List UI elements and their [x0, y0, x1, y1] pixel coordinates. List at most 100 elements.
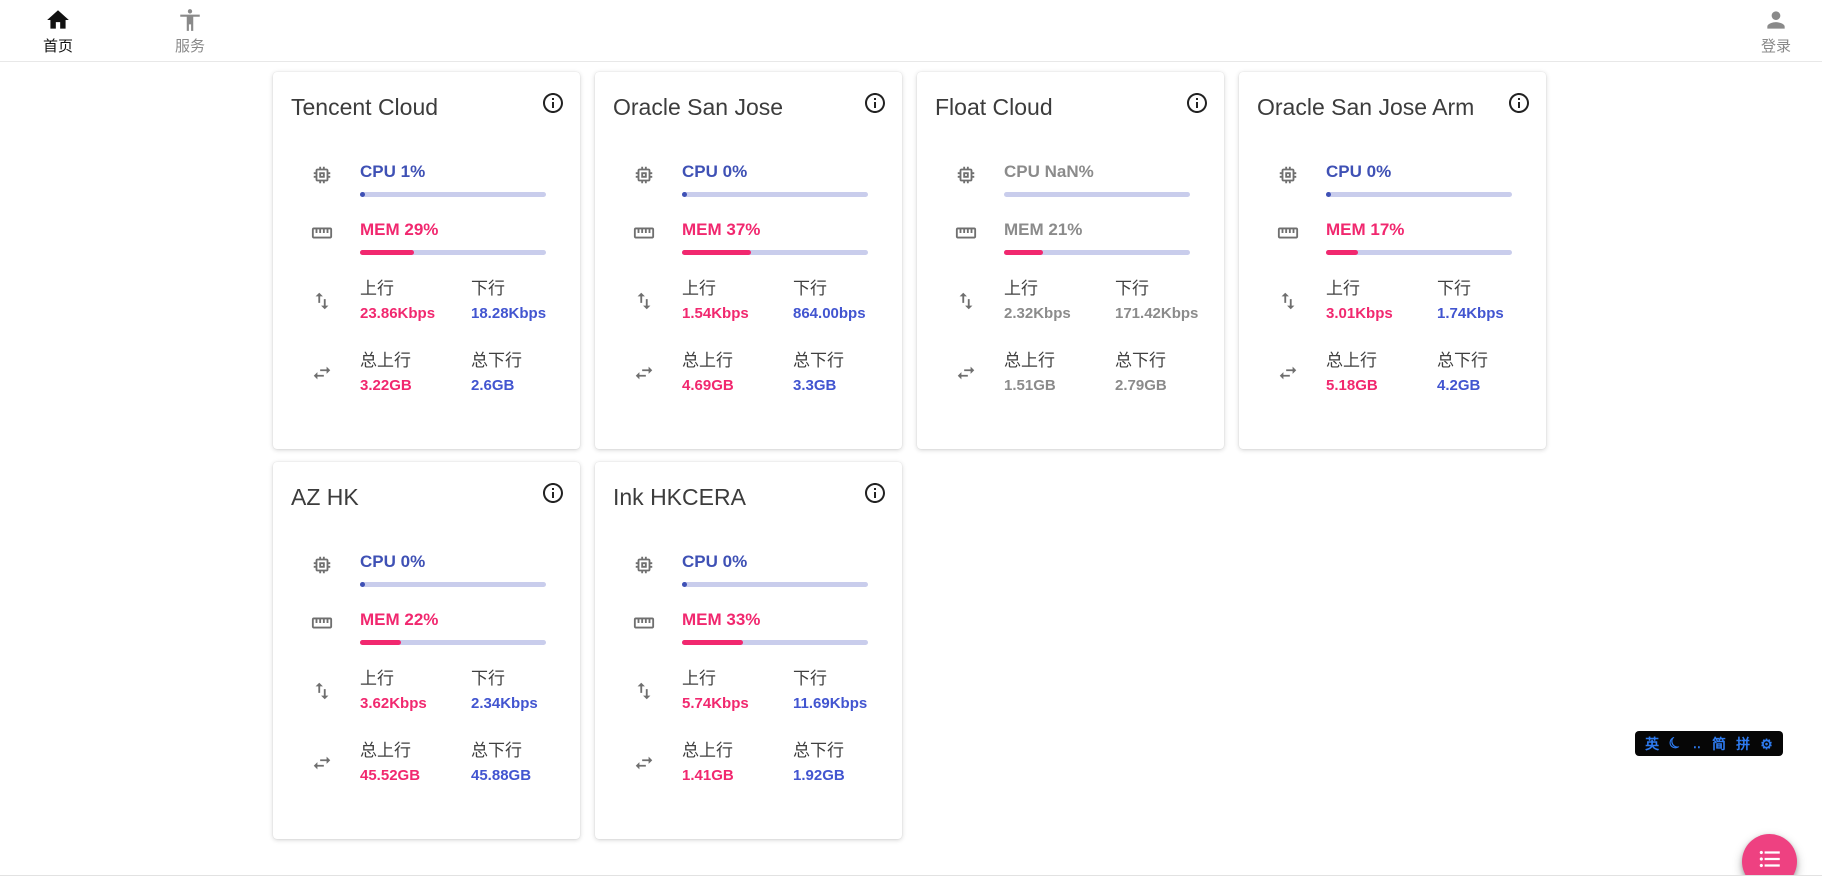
mem-progress-bar	[1004, 250, 1190, 255]
mem-progress-fill	[1004, 250, 1044, 255]
swap-horiz-icon	[1263, 350, 1326, 389]
total-row: 总上行 45.52GB 总下行 45.88GB	[297, 740, 546, 786]
info-icon[interactable]	[1507, 91, 1531, 115]
footer-divider	[0, 875, 1822, 892]
mem-usage-text: MEM 37%	[682, 220, 761, 239]
cpu-chip-icon	[297, 162, 360, 191]
services-person-icon	[177, 7, 203, 33]
mem-progress-bar	[682, 250, 868, 255]
total-upload-label: 总上行	[1326, 351, 1377, 370]
list-icon	[1757, 846, 1783, 877]
ime-simplified-icon[interactable]: 简	[1711, 735, 1726, 752]
mem-usage-text: MEM 33%	[682, 610, 761, 629]
upload-speed-block: 上行 3.62Kbps	[360, 668, 471, 714]
mem-row: MEM 17%	[1263, 220, 1512, 255]
mem-usage-text: MEM 17%	[1326, 220, 1405, 239]
mem-progress-fill	[360, 640, 401, 645]
upload-speed-value: 1.54Kbps	[682, 305, 749, 322]
total-row: 总上行 4.69GB 总下行 3.3GB	[619, 350, 868, 396]
ime-settings-gear-icon[interactable]: ⚙	[1760, 735, 1773, 752]
upload-speed-value: 5.74Kbps	[682, 695, 749, 712]
mem-row: MEM 29%	[297, 220, 546, 255]
cpu-progress-bar	[682, 192, 868, 197]
total-upload-label: 总上行	[682, 351, 733, 370]
total-download-value: 3.3GB	[793, 377, 837, 394]
total-download-block: 总下行 45.88GB	[471, 740, 546, 786]
total-upload-block: 总上行 45.52GB	[360, 740, 471, 786]
swap-horiz-icon	[619, 740, 682, 779]
swap-vert-icon	[1263, 278, 1326, 317]
cpu-usage-text: CPU 0%	[682, 162, 748, 181]
total-upload-block: 总上行 1.51GB	[1004, 350, 1115, 396]
nav-home-label: 首页	[42, 38, 73, 55]
total-download-label: 总下行	[1115, 351, 1166, 370]
total-download-label: 总下行	[471, 741, 522, 760]
cpu-progress-bar	[1326, 192, 1512, 197]
server-card: Tencent Cloud CPU 1%	[273, 72, 580, 449]
server-metrics: CPU 0% MEM 33%	[595, 552, 902, 786]
nav-login-label: 登录	[1760, 38, 1791, 55]
nav-item-home[interactable]: 首页	[26, 7, 90, 56]
swap-vert-icon	[619, 278, 682, 317]
download-label: 下行	[793, 279, 827, 298]
download-speed-value: 2.34Kbps	[471, 695, 538, 712]
total-download-block: 总下行 2.79GB	[1115, 350, 1190, 396]
total-download-label: 总下行	[793, 351, 844, 370]
speed-row: 上行 5.74Kbps 下行 11.69Kbps	[619, 668, 868, 714]
mem-row: MEM 21%	[941, 220, 1190, 255]
mem-row: MEM 37%	[619, 220, 868, 255]
server-name: Tencent Cloud	[291, 94, 439, 120]
mem-progress-fill	[360, 250, 414, 255]
ime-pinyin-icon[interactable]: 拼	[1736, 735, 1751, 752]
total-row: 总上行 1.41GB 总下行 1.92GB	[619, 740, 868, 786]
cpu-row: CPU 0%	[619, 162, 868, 197]
download-speed-block: 下行 171.42Kbps	[1115, 278, 1198, 324]
upload-speed-block: 上行 3.01Kbps	[1326, 278, 1437, 324]
info-icon[interactable]	[1185, 91, 1209, 115]
total-upload-block: 总上行 5.18GB	[1326, 350, 1437, 396]
nav-item-services[interactable]: 服务	[158, 7, 222, 56]
download-speed-value: 11.69Kbps	[793, 695, 868, 712]
ime-moon-icon[interactable]: ☾	[1666, 732, 1686, 755]
home-icon	[45, 7, 71, 33]
info-icon[interactable]	[541, 481, 565, 505]
info-icon[interactable]	[863, 91, 887, 115]
cpu-row: CPU 0%	[297, 552, 546, 587]
total-upload-label: 总上行	[360, 351, 411, 370]
swap-vert-icon	[619, 668, 682, 707]
total-upload-value: 4.69GB	[682, 377, 734, 394]
cpu-usage-text: CPU 0%	[1326, 162, 1392, 181]
upload-label: 上行	[360, 669, 394, 688]
swap-horiz-icon	[619, 350, 682, 389]
cpu-usage-text: CPU 0%	[360, 552, 426, 571]
total-download-label: 总下行	[793, 741, 844, 760]
server-card: Float Cloud CPU NaN%	[917, 72, 1224, 449]
download-label: 下行	[793, 669, 827, 688]
download-speed-block: 下行 2.34Kbps	[471, 668, 546, 714]
info-icon[interactable]	[863, 481, 887, 505]
ime-toolbar[interactable]: 英 ☾ ‥ 简拼 ⚙	[1635, 731, 1783, 756]
server-grid: Tencent Cloud CPU 1%	[273, 72, 1546, 839]
total-download-block: 总下行 2.6GB	[471, 350, 546, 396]
swap-vert-icon	[941, 278, 1004, 317]
server-metrics: CPU NaN% MEM 21%	[917, 162, 1224, 396]
total-upload-value: 5.18GB	[1326, 377, 1378, 394]
ime-punct-icon[interactable]: ‥	[1692, 736, 1702, 751]
cpu-row: CPU 0%	[619, 552, 868, 587]
cpu-row: CPU 1%	[297, 162, 546, 197]
total-download-value: 2.79GB	[1115, 377, 1167, 394]
memory-ruler-icon	[297, 220, 360, 249]
download-speed-value: 18.28Kbps	[471, 305, 547, 322]
total-download-label: 总下行	[471, 351, 522, 370]
mem-progress-fill	[682, 640, 744, 645]
total-upload-label: 总上行	[1004, 351, 1055, 370]
ime-lang-icon[interactable]: 英	[1645, 735, 1660, 752]
mem-row: MEM 22%	[297, 610, 546, 645]
memory-ruler-icon	[619, 220, 682, 249]
info-icon[interactable]	[541, 91, 565, 115]
nav-item-login[interactable]: 登录	[1744, 7, 1808, 56]
cpu-progress-fill	[1326, 192, 1331, 197]
total-download-label: 总下行	[1437, 351, 1488, 370]
total-upload-value: 1.51GB	[1004, 377, 1056, 394]
download-speed-block: 下行 1.74Kbps	[1437, 278, 1512, 324]
